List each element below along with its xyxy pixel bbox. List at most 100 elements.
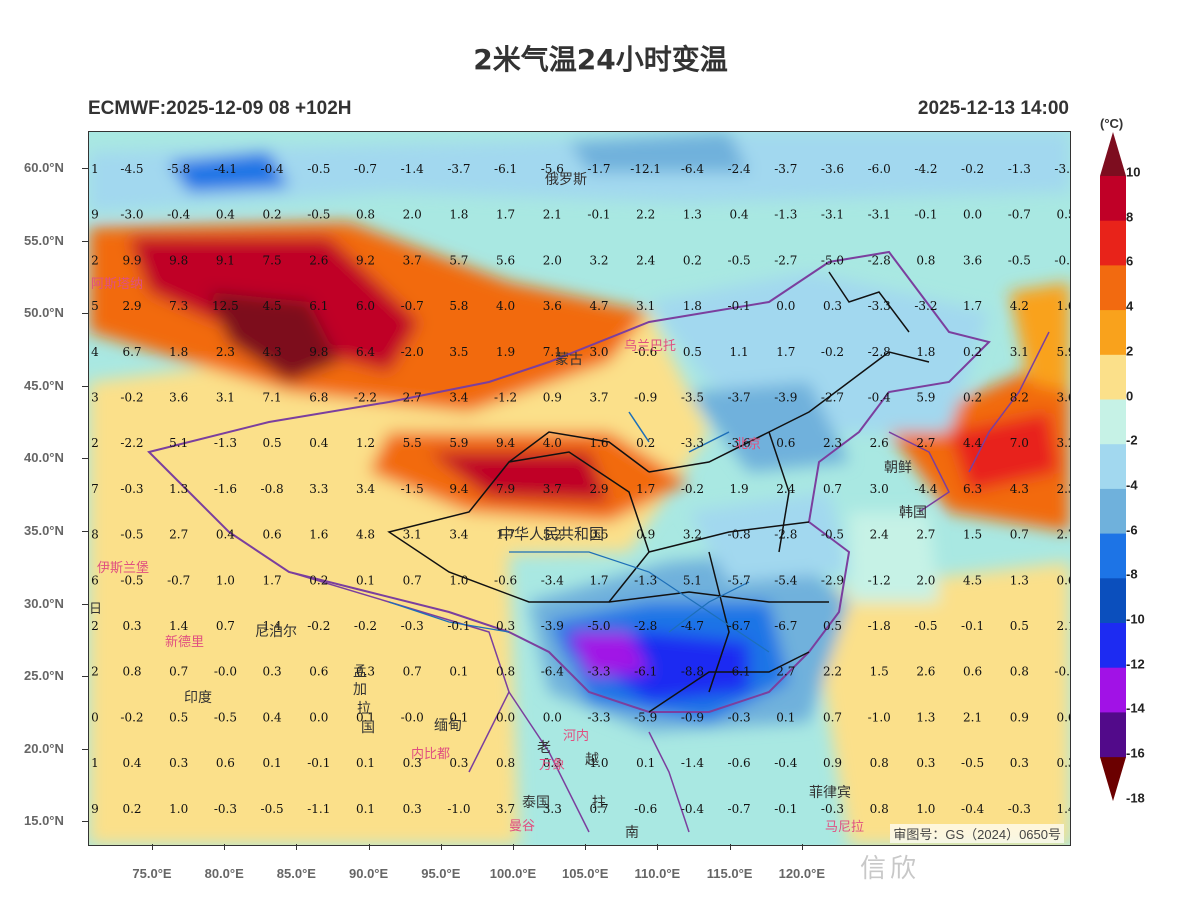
grid-value: -0.7 bbox=[728, 802, 751, 816]
grid-value: 1.7 bbox=[636, 482, 655, 496]
grid-value: 2.3 bbox=[216, 345, 235, 359]
grid-value: -0.3 bbox=[728, 710, 751, 724]
grid-value: 0.0 bbox=[776, 299, 795, 313]
grid-value: 3.3 bbox=[309, 482, 328, 496]
grid-value: 0.7 bbox=[403, 665, 422, 679]
grid-value: 1.9 bbox=[730, 482, 749, 496]
grid-value: -0.7 bbox=[401, 299, 424, 313]
grid-value: 1.7 bbox=[963, 299, 982, 313]
grid-value: 0.6 bbox=[309, 665, 328, 679]
grid-value: 2.7 bbox=[169, 528, 188, 542]
grid-value: 0.0 bbox=[496, 710, 515, 724]
colorbar-tick-label: 2 bbox=[1126, 343, 1134, 359]
grid-value: 6.7 bbox=[122, 345, 141, 359]
grid-value: -0.9 bbox=[681, 710, 704, 724]
grid-value: 3.0 bbox=[870, 482, 889, 496]
grid-value: -0.0 bbox=[214, 665, 237, 679]
grid-value: -0.4 bbox=[774, 756, 798, 770]
colorbar-tick-label: -4 bbox=[1126, 477, 1138, 493]
latitude-tick bbox=[82, 531, 88, 532]
grid-value: 5.1 bbox=[683, 573, 702, 587]
grid-value: 2.7 bbox=[1056, 528, 1070, 542]
grid-value: -0.8 bbox=[261, 482, 284, 496]
grid-value: 0.2 bbox=[636, 436, 655, 450]
grid-value: -4.7 bbox=[681, 619, 704, 633]
grid-value: -3.1 bbox=[868, 208, 891, 222]
grid-value: -3.3 bbox=[868, 299, 891, 313]
longitude-tick-label: 85.0°E bbox=[276, 866, 316, 881]
grid-value: 3.4 bbox=[356, 482, 375, 496]
grid-value: -3.7 bbox=[728, 391, 751, 405]
grid-value: 1.9 bbox=[496, 345, 515, 359]
longitude-tick-label: 100.0°E bbox=[489, 866, 537, 881]
longitude-tick-label: 115.0°E bbox=[706, 866, 753, 881]
grid-value: -0.5 bbox=[821, 528, 844, 542]
grid-value: 0.7 bbox=[823, 710, 842, 724]
grid-value: -0.9 bbox=[634, 391, 657, 405]
latitude-tick bbox=[82, 748, 88, 750]
grid-value: -0.1 bbox=[307, 756, 330, 770]
grid-value: -3.3 bbox=[587, 710, 610, 724]
longitude-tick bbox=[368, 844, 370, 850]
grid-value: -0.2 bbox=[821, 345, 844, 359]
grid-value: 0.3 bbox=[1010, 756, 1029, 770]
grid-value: 2.3 bbox=[1056, 482, 1070, 496]
grid-value: -0.2 bbox=[307, 619, 330, 633]
grid-value: 5.8 bbox=[449, 299, 468, 313]
grid-value: 0.9 bbox=[543, 391, 562, 405]
grid-value: 2 bbox=[91, 665, 99, 679]
grid-value: -2.8 bbox=[634, 619, 657, 633]
grid-value: 0.1 bbox=[449, 665, 468, 679]
grid-value: 3.4 bbox=[449, 391, 468, 405]
grid-value: -0.6 bbox=[494, 573, 517, 587]
grid-value: -3.2 bbox=[914, 299, 937, 313]
grid-value: -0.5 bbox=[307, 208, 330, 222]
grid-value: -5.0 bbox=[587, 619, 610, 633]
grid-value: 0.7 bbox=[169, 665, 188, 679]
grid-value: 0.3 bbox=[916, 756, 935, 770]
label-beijing: 北京 bbox=[735, 436, 762, 451]
grid-value: -3.9 bbox=[774, 391, 797, 405]
grid-value: -3.4 bbox=[541, 573, 565, 587]
grid-value: -2.0 bbox=[401, 345, 424, 359]
grid-value: 9.8 bbox=[309, 345, 328, 359]
grid-value: 0.3 bbox=[122, 619, 141, 633]
grid-value: 3 bbox=[91, 391, 99, 405]
grid-value: 1.1 bbox=[730, 345, 749, 359]
grid-value: 0.7 bbox=[1010, 528, 1029, 542]
grid-value: 0.1 bbox=[263, 756, 282, 770]
grid-value: 1 bbox=[91, 162, 99, 176]
label-manila: 马尼拉 bbox=[825, 819, 865, 834]
grid-value: 2.1 bbox=[1056, 619, 1070, 633]
grid-value: 0.1 bbox=[356, 710, 375, 724]
grid-value: 0.1 bbox=[356, 756, 375, 770]
grid-value: -3.5 bbox=[681, 391, 704, 405]
grid-value: -0.5 bbox=[961, 756, 984, 770]
colorbar-segment bbox=[1100, 712, 1126, 758]
grid-value: 1.3 bbox=[1010, 573, 1029, 587]
label-vietnam-2: 南 bbox=[625, 824, 639, 840]
colorbar-segment bbox=[1100, 265, 1126, 311]
grid-value: -3.7 bbox=[774, 162, 797, 176]
grid-value: -0.4 bbox=[961, 802, 985, 816]
review-number: 审图号：GS（2024）0650号 bbox=[890, 824, 1064, 843]
grid-value: 5.9 bbox=[916, 391, 935, 405]
colorbar-tick-label: -8 bbox=[1126, 566, 1138, 582]
label-bangladesh-4: 国 bbox=[361, 719, 375, 735]
grid-value: -0.3 bbox=[401, 619, 424, 633]
grid-value: 0.4 bbox=[122, 756, 141, 770]
grid-value: 0.5 bbox=[169, 710, 188, 724]
grid-value: 4.8 bbox=[356, 528, 375, 542]
grid-value: 5.9 bbox=[449, 436, 468, 450]
grid-value: -0.1 bbox=[774, 802, 797, 816]
grid-value: 8 bbox=[91, 528, 99, 542]
grid-value: 0.2 bbox=[263, 208, 282, 222]
grid-value: -0.5 bbox=[214, 710, 237, 724]
grid-value: -3.6 bbox=[821, 162, 844, 176]
longitude-tick bbox=[729, 844, 731, 850]
label-edge-fragment: 日 bbox=[89, 601, 103, 616]
grid-value: -1.3 bbox=[214, 436, 237, 450]
grid-value: 3.7 bbox=[496, 802, 515, 816]
grid-value: 0.4 bbox=[216, 528, 235, 542]
grid-value: -0.4 bbox=[868, 391, 892, 405]
